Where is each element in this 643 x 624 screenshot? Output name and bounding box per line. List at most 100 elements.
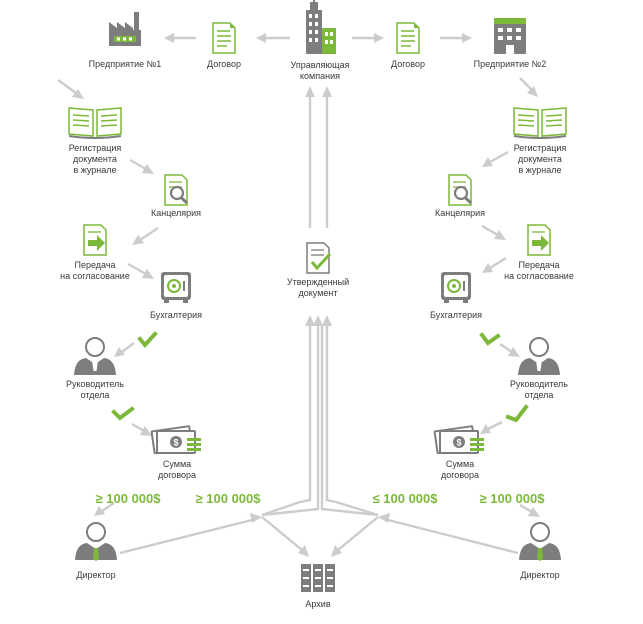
arrow-center-to-company-left bbox=[305, 86, 315, 228]
check-icon bbox=[479, 332, 501, 346]
arrow-company-to-contract-right bbox=[352, 33, 384, 43]
node-enterprise2: Предприятие №2 bbox=[474, 18, 547, 69]
svg-text:Бухгалтерия: Бухгалтерия bbox=[150, 310, 202, 320]
arrow-contract-right-to-enterprise2 bbox=[440, 33, 472, 43]
svg-text:Руководитель: Руководитель bbox=[510, 379, 568, 389]
svg-text:на согласование: на согласование bbox=[60, 271, 130, 281]
svg-text:договора: договора bbox=[158, 470, 196, 480]
svg-text:в журнале: в журнале bbox=[73, 165, 116, 175]
person-icon bbox=[73, 337, 117, 376]
document-arrow-icon bbox=[83, 224, 107, 256]
check-icon bbox=[137, 331, 158, 349]
arrow-transfer-to-accounting-left bbox=[127, 262, 154, 279]
journal-icon bbox=[513, 107, 567, 139]
node-head-right: Руководитель отдела bbox=[510, 337, 568, 400]
arrow-accounting-to-head-right bbox=[499, 343, 520, 357]
arrow-office-to-transfer-right bbox=[481, 224, 506, 240]
office-building-icon bbox=[305, 0, 337, 55]
node-enterprise1: Предприятие №1 bbox=[89, 12, 162, 69]
node-transfer-right: Передача на согласование bbox=[504, 224, 574, 281]
document-arrow-icon bbox=[527, 224, 551, 256]
svg-text:Передача: Передача bbox=[74, 260, 115, 270]
svg-text:отдела: отдела bbox=[525, 390, 554, 400]
document-icon bbox=[212, 22, 236, 54]
node-director-left: Директор bbox=[74, 522, 118, 580]
contract-right-label: Договор bbox=[391, 59, 425, 69]
svg-text:Регистрация: Регистрация bbox=[69, 143, 122, 153]
arrow-transfer-to-accounting-right bbox=[482, 256, 507, 273]
arrow-center-to-company-right bbox=[322, 86, 332, 228]
arrow-director-left-to-center bbox=[119, 513, 262, 555]
document-search-icon bbox=[163, 173, 189, 207]
node-office-right: Канцелярия bbox=[435, 173, 485, 218]
arrow-right-to-archive bbox=[331, 516, 379, 557]
journal-icon bbox=[68, 107, 122, 139]
director-icon bbox=[518, 522, 562, 562]
node-accounting-right: Бухгалтерия bbox=[430, 271, 482, 320]
approved-document-icon bbox=[305, 241, 332, 275]
threshold-lte-left: ≥ 100 000$ bbox=[196, 491, 262, 506]
check-icon bbox=[505, 404, 529, 423]
threshold-gte-right: ≥ 100 000$ bbox=[480, 491, 546, 506]
threshold-gte-left: ≥ 100 000$ bbox=[96, 491, 162, 506]
approval-checks bbox=[111, 331, 529, 423]
safe-icon bbox=[160, 271, 192, 304]
node-registration-left: Регистрация документа в журнале bbox=[68, 107, 122, 175]
arrow-contract-left-to-enterprise1 bbox=[164, 33, 196, 43]
svg-text:Канцелярия: Канцелярия bbox=[151, 208, 201, 218]
money-icon bbox=[433, 425, 485, 455]
node-amount-right: Сумма договора bbox=[433, 425, 485, 480]
node-office-left: Канцелярия bbox=[151, 173, 201, 218]
document-icon bbox=[396, 22, 420, 54]
node-company: Управляющая компания bbox=[291, 0, 350, 81]
svg-text:в журнале: в журнале bbox=[518, 165, 561, 175]
money-icon bbox=[150, 425, 202, 455]
arrow-fan-left bbox=[261, 315, 323, 517]
svg-text:Канцелярия: Канцелярия bbox=[435, 208, 485, 218]
svg-text:на согласование: на согласование bbox=[504, 271, 574, 281]
arrow-left-to-archive bbox=[261, 516, 309, 557]
node-transfer-left: Передача на согласование bbox=[60, 224, 130, 281]
svg-text:Сумма: Сумма bbox=[163, 459, 191, 469]
company-label-line1: Управляющая bbox=[291, 60, 350, 70]
svg-text:Архив: Архив bbox=[305, 599, 330, 609]
arrow-to-director-right bbox=[519, 503, 540, 517]
svg-text:Бухгалтерия: Бухгалтерия bbox=[430, 310, 482, 320]
arrow-enterprise1-to-registration bbox=[57, 79, 84, 99]
arrow-head-to-amount-right bbox=[480, 420, 503, 434]
archive-icon bbox=[301, 564, 335, 592]
arrow-company-to-contract-left bbox=[256, 33, 290, 43]
company-label-line2: компания bbox=[300, 71, 340, 81]
svg-text:Руководитель: Руководитель bbox=[66, 379, 124, 389]
svg-text:Директор: Директор bbox=[76, 570, 115, 580]
factory-icon bbox=[109, 12, 141, 46]
svg-text:документа: документа bbox=[73, 154, 117, 164]
node-archive: Архив bbox=[301, 564, 335, 609]
node-amount-left: Сумма договора bbox=[150, 425, 202, 480]
building-icon bbox=[494, 18, 526, 54]
svg-text:Регистрация: Регистрация bbox=[514, 143, 567, 153]
node-approved-document: Утвержденный документ bbox=[287, 241, 349, 298]
svg-text:отдела: отдела bbox=[81, 390, 110, 400]
svg-text:Директор: Директор bbox=[520, 570, 559, 580]
contract-left-label: Договор bbox=[207, 59, 241, 69]
arrow-to-director-left bbox=[94, 502, 115, 516]
svg-text:Сумма: Сумма bbox=[446, 459, 474, 469]
svg-text:Утвержденный: Утвержденный bbox=[287, 277, 349, 287]
arrow-fan-right bbox=[320, 315, 379, 517]
node-contract-right: Договор bbox=[391, 22, 425, 69]
enterprise1-label: Предприятие №1 bbox=[89, 59, 162, 69]
arrow-director-right-to-center bbox=[378, 513, 519, 555]
enterprise2-label: Предприятие №2 bbox=[474, 59, 547, 69]
svg-text:документа: документа bbox=[518, 154, 562, 164]
arrow-accounting-to-head-left bbox=[114, 342, 135, 357]
node-director-right: Директор bbox=[518, 522, 562, 580]
check-icon bbox=[111, 406, 135, 421]
arrow-registration-to-office-left bbox=[129, 158, 154, 174]
node-accounting-left: Бухгалтерия bbox=[150, 271, 202, 320]
arrow-registration-to-office-right bbox=[482, 150, 509, 167]
person-icon bbox=[517, 337, 561, 376]
director-icon bbox=[74, 522, 118, 562]
svg-text:документ: документ bbox=[299, 288, 338, 298]
